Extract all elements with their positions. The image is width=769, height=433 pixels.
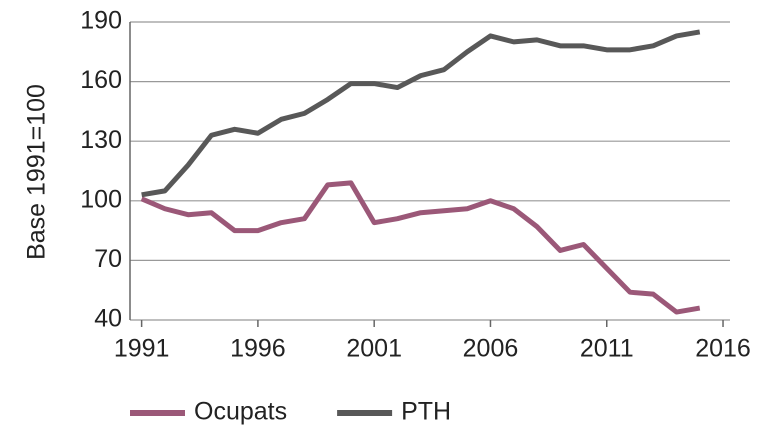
x-tick-label: 2016 — [695, 335, 751, 363]
y-axis-label: Base 1991=100 — [23, 84, 51, 260]
x-tick-label: 2011 — [580, 335, 634, 363]
y-tick-label: 40 — [94, 305, 122, 333]
x-tick-label: 1991 — [114, 335, 170, 363]
y-tick-label: 100 — [80, 185, 122, 213]
y-tick-label: 70 — [94, 245, 122, 273]
data-line — [140, 180, 701, 315]
legend-label: Ocupats — [194, 398, 287, 426]
x-tick-label: 2006 — [463, 335, 519, 363]
x-tick-label: 1996 — [230, 335, 286, 363]
data-line — [141, 29, 701, 198]
legend-label: PTH — [401, 398, 451, 426]
y-tick-label: 160 — [80, 66, 122, 94]
x-tick-label: 2001 — [346, 335, 402, 363]
y-tick-label: 190 — [80, 7, 122, 35]
y-tick-label: 130 — [80, 126, 122, 154]
